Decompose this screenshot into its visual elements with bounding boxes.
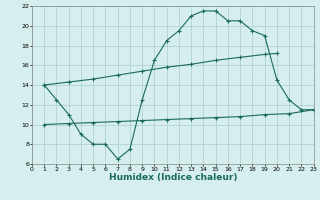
X-axis label: Humidex (Indice chaleur): Humidex (Indice chaleur) xyxy=(108,173,237,182)
